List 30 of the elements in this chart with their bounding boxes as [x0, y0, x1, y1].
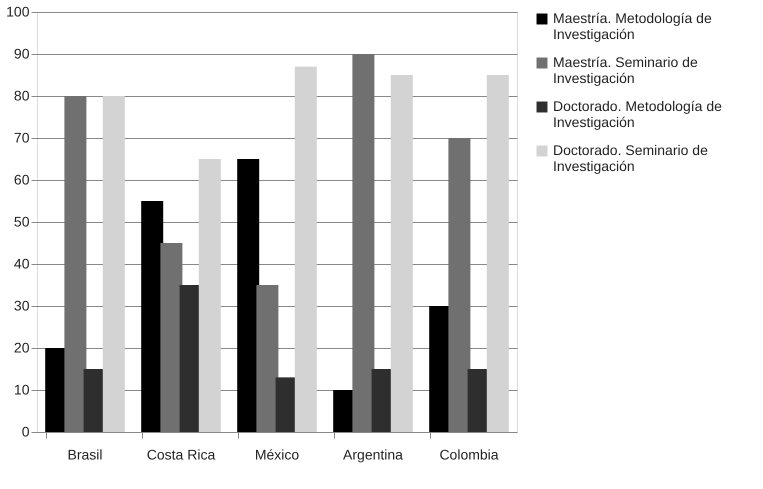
- y-tick-label: 80: [14, 88, 30, 104]
- y-tick-label: 30: [14, 298, 30, 314]
- y-tick-label: 90: [14, 46, 30, 62]
- y-tick-label: 50: [14, 214, 30, 230]
- y-tick-label: 10: [14, 382, 30, 398]
- x-tick-label: Argentina: [343, 446, 404, 462]
- legend-label: Maestría. Seminario de Investigación: [553, 54, 698, 86]
- y-tick-label: 70: [14, 130, 30, 146]
- bar: [102, 96, 125, 432]
- bar: [352, 54, 374, 432]
- y-tick-label: 100: [6, 4, 30, 20]
- x-tick-label: Colombia: [439, 446, 499, 462]
- bar: [64, 96, 86, 432]
- legend-label: Doctorado. Metodología de Investigación: [553, 98, 722, 130]
- bar: [256, 285, 278, 432]
- bar: [198, 159, 221, 432]
- bar: [294, 66, 317, 432]
- bar: [486, 75, 509, 432]
- bar: [448, 138, 470, 432]
- y-tick-label: 0: [22, 424, 30, 440]
- x-tick-label: Costa Rica: [146, 446, 216, 462]
- legend-label: Maestría. Metodología de Investigación: [553, 10, 712, 42]
- x-tick-label: México: [254, 446, 300, 462]
- bar: [237, 159, 260, 432]
- x-tick-label: Brasil: [67, 446, 103, 462]
- bar: [390, 75, 413, 432]
- y-tick-label: 40: [14, 256, 30, 272]
- y-tick-label: 20: [14, 340, 30, 356]
- y-tick-label: 60: [14, 172, 30, 188]
- legend-label: Doctorado. Seminario de Investigación: [553, 142, 708, 174]
